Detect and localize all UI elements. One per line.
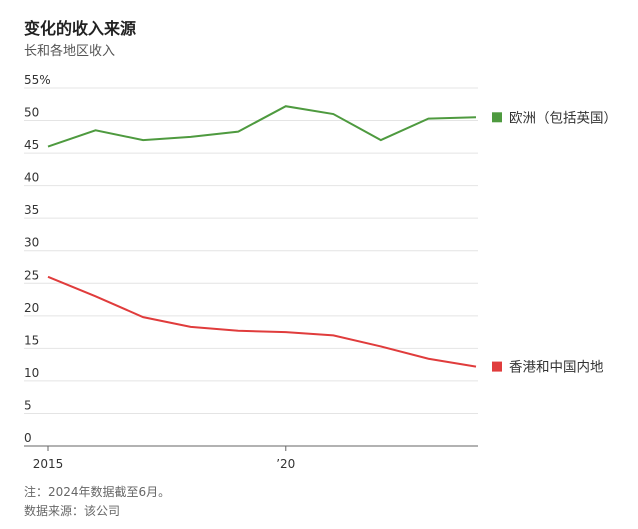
legend-swatch	[492, 361, 502, 372]
legend-label: 欧洲（包括英国）	[509, 109, 617, 126]
note: 注：2024年数据截至6月。	[24, 484, 170, 499]
source: 数据来源：该公司	[24, 503, 120, 518]
y-tick-label: 45	[24, 138, 39, 152]
legend-label: 香港和中国内地	[509, 360, 604, 376]
y-tick-label: 15	[24, 333, 39, 347]
y-tick-label: 5	[24, 398, 32, 412]
y-tick-label: 25	[24, 268, 39, 282]
y-tick-label: 55%	[24, 73, 51, 87]
chart-title: 变化的收入来源	[24, 19, 136, 38]
x-tick-label: ’20	[276, 457, 295, 471]
y-tick-label: 30	[24, 236, 39, 250]
y-tick-label: 40	[24, 171, 39, 185]
legend-swatch	[492, 112, 502, 123]
y-tick-label: 10	[24, 366, 39, 380]
x-tick-label: 2015	[33, 457, 64, 471]
y-tick-label: 50	[24, 106, 39, 120]
y-tick-label: 0	[24, 431, 32, 445]
line	[47, 275, 477, 368]
y-tick-label: 20	[24, 301, 39, 315]
y-tick-label: 35	[24, 203, 39, 217]
line	[47, 105, 477, 148]
chart-subtitle: 长和各地区收入	[24, 43, 115, 59]
